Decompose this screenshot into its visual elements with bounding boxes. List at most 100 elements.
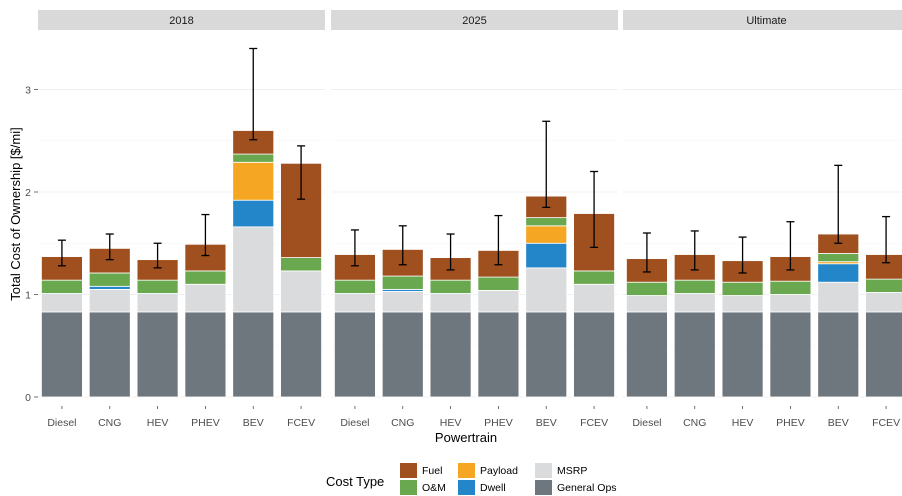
bar-segment-msrp [334, 293, 375, 311]
chart-panels: 2018 Diesel CNG HEV PHEV BEV FCEV 2025 Diesel CNG… [38, 10, 902, 429]
bar-segment-general-ops [281, 312, 322, 397]
facet-panel-2025: 2025 Diesel CNG HEV PHEV BEV FCEV [331, 10, 618, 429]
bar-segment-general-ops [185, 312, 226, 397]
bar-segment-general-ops [866, 312, 902, 397]
x-tick-label: PHEV [776, 417, 805, 429]
bar-segment-o-m [770, 281, 811, 294]
x-tick-label: FCEV [872, 417, 900, 429]
x-tick-label: BEV [243, 417, 264, 429]
bar-segment-msrp [185, 284, 226, 312]
x-tick-label: Diesel [340, 417, 369, 429]
bar-segment-o-m [574, 271, 615, 284]
legend-swatch-msrp [535, 463, 552, 478]
bar-segment-msrp [478, 290, 519, 312]
bar-segment-o-m [674, 280, 715, 293]
bar-segment-msrp [674, 293, 715, 311]
bar-segment-o-m [526, 218, 567, 226]
y-tick-label: 0 [25, 392, 31, 404]
x-tick-label: Diesel [47, 417, 76, 429]
legend-swatch-dwell [458, 480, 475, 495]
x-tick-label: FCEV [287, 417, 315, 429]
x-tick-label: BEV [536, 417, 557, 429]
facet-strip-label: 2025 [462, 15, 486, 27]
legend-label-dwell: Dwell [480, 482, 506, 494]
facet-panel-2018: 2018 Diesel CNG HEV PHEV BEV FCEV [38, 10, 325, 429]
x-tick-label: PHEV [191, 417, 220, 429]
bar-segment-general-ops [41, 312, 82, 397]
y-tick-label: 1 [25, 290, 31, 302]
legend-label-general-ops: General Ops [557, 482, 617, 494]
legend-swatch-o-m [400, 480, 417, 495]
y-tick-label: 3 [25, 85, 31, 97]
bar-segment-fuel [866, 255, 902, 280]
bar-segment-o-m [281, 258, 322, 271]
bar-segment-o-m [722, 282, 763, 295]
bar-segment-o-m [818, 254, 859, 262]
bar-segment-msrp [526, 268, 567, 312]
legend: Cost Type Fuel Payload MSRP O&M Dwell General… [326, 463, 617, 495]
legend-swatch-payload [458, 463, 475, 478]
bar-segment-o-m [478, 277, 519, 290]
bar-segment-o-m [430, 280, 471, 293]
y-axis-title: Total Cost of Ownership [$/mi] [8, 127, 23, 300]
bar-segment-dwell [526, 243, 567, 268]
bar-segment-general-ops [626, 312, 667, 397]
x-tick-label: HEV [440, 417, 462, 429]
bar-segment-general-ops [334, 312, 375, 397]
x-tick-label: BEV [828, 417, 849, 429]
bar-segment-o-m [626, 282, 667, 295]
bar-segment-o-m [233, 154, 274, 162]
bar-segment-general-ops [770, 312, 811, 397]
bar-segment-o-m [382, 276, 423, 289]
bar-segment-general-ops [478, 312, 519, 397]
bar-segment-payload [233, 162, 274, 200]
bar-segment-msrp [626, 296, 667, 312]
legend-label-payload: Payload [480, 465, 518, 477]
bar-segment-general-ops [233, 312, 274, 397]
bar-segment-msrp [137, 293, 178, 311]
bar-segment-general-ops [382, 312, 423, 397]
bar-segment-o-m [334, 280, 375, 293]
bar-segment-o-m [41, 280, 82, 293]
bar-segment-msrp [89, 289, 130, 312]
facet-strip-label: 2018 [169, 15, 193, 27]
legend-label-msrp: MSRP [557, 465, 587, 477]
bar-segment-general-ops [818, 312, 859, 397]
bar-segment-general-ops [430, 312, 471, 397]
facet-strip-label: Ultimate [746, 15, 786, 27]
bar-segment-msrp [574, 284, 615, 312]
bar-segment-msrp [281, 271, 322, 312]
bar-segment-msrp [233, 227, 274, 312]
bar-segment-general-ops [89, 312, 130, 397]
y-tick-label: 2 [25, 187, 31, 199]
bar-segment-o-m [89, 273, 130, 286]
x-tick-label: HEV [732, 417, 754, 429]
x-tick-label: CNG [391, 417, 414, 429]
x-tick-label: Diesel [632, 417, 661, 429]
bar-segment-general-ops [722, 312, 763, 397]
legend-label-fuel: Fuel [422, 465, 442, 477]
x-axis-title: Powertrain [435, 430, 497, 445]
bar-segment-msrp [430, 293, 471, 311]
bar-segment-o-m [185, 271, 226, 284]
bar-segment-general-ops [526, 312, 567, 397]
error-bar [542, 121, 550, 207]
bar-segment-msrp [818, 282, 859, 312]
legend-label-o-m: O&M [422, 482, 446, 494]
bar-segment-general-ops [137, 312, 178, 397]
error-bar [249, 49, 257, 140]
bar-segment-general-ops [674, 312, 715, 397]
legend-title: Cost Type [326, 474, 384, 489]
y-axis: 0 1 2 3 [25, 85, 38, 405]
bar-segment-dwell [89, 286, 130, 289]
bar-segment-o-m [137, 280, 178, 293]
bar-segment-msrp [866, 292, 902, 311]
error-bar [834, 165, 842, 243]
bar-segment-general-ops [574, 312, 615, 397]
bar-segment-msrp [382, 291, 423, 312]
bar-segment-o-m [866, 279, 902, 292]
x-tick-label: FCEV [580, 417, 608, 429]
facet-panel-ultimate: Ultimate Diesel CNG HEV PHEV BEV FCEV [623, 10, 902, 429]
x-tick-label: PHEV [484, 417, 513, 429]
